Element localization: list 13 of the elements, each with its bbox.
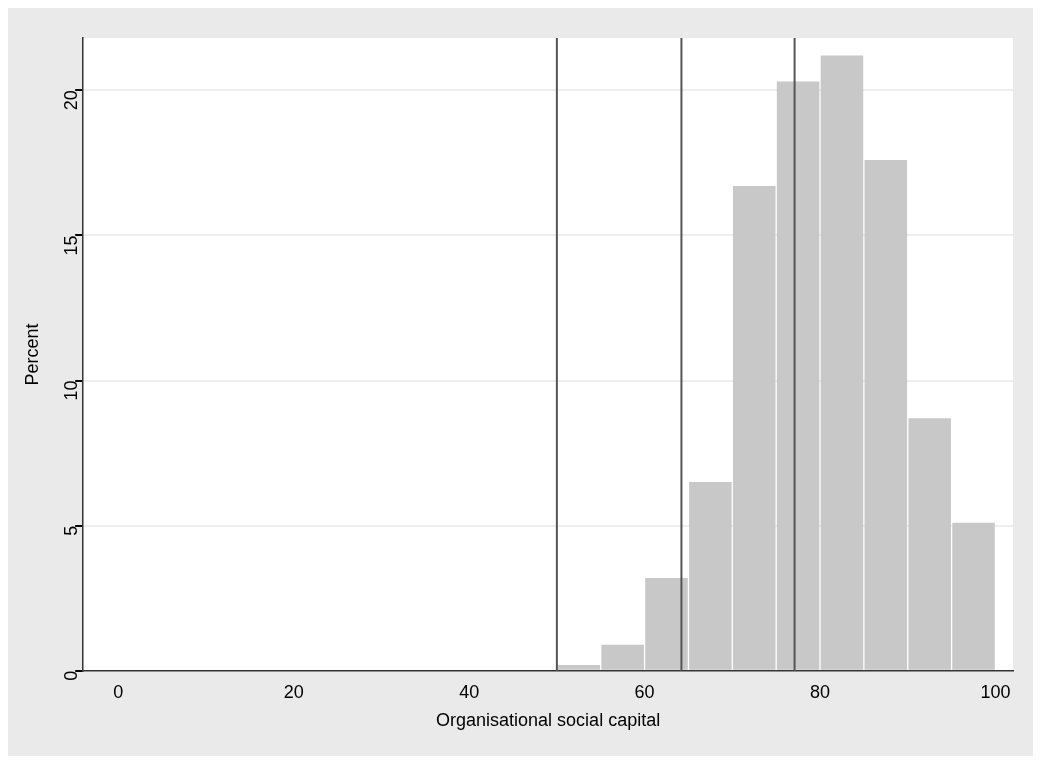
- x-tick-label: 0: [113, 681, 124, 702]
- x-axis-title: Organisational social capital: [436, 710, 661, 731]
- y-tick-label: 5: [61, 525, 82, 536]
- x-tick-label: 100: [980, 681, 1011, 702]
- y-tick-label: 0: [61, 670, 82, 681]
- y-tick-label: 10: [61, 380, 82, 401]
- x-tick-label: 40: [459, 681, 480, 702]
- y-tick-label: 15: [61, 235, 82, 256]
- x-tick-label: 20: [283, 681, 304, 702]
- x-tick-label: 80: [810, 681, 831, 702]
- y-tick-label: 20: [61, 90, 82, 111]
- y-axis-title: Percent: [21, 323, 42, 386]
- x-tick-label: 60: [634, 681, 655, 702]
